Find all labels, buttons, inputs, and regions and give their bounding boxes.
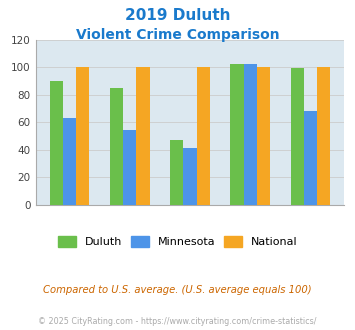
Bar [290,69,304,205]
Bar [183,148,197,205]
Bar [136,67,149,205]
Bar [76,67,89,205]
Text: © 2025 CityRating.com - https://www.cityrating.com/crime-statistics/: © 2025 CityRating.com - https://www.city… [38,317,317,326]
Bar [110,88,123,205]
Text: 2019 Duluth: 2019 Duluth [125,8,230,23]
Bar [123,130,136,205]
Bar [244,64,257,205]
Bar [230,64,244,205]
Bar [197,67,210,205]
Bar [304,111,317,205]
Bar [317,67,330,205]
Bar [170,140,183,205]
Text: Compared to U.S. average. (U.S. average equals 100): Compared to U.S. average. (U.S. average … [43,285,312,295]
Legend: Duluth, Minnesota, National: Duluth, Minnesota, National [53,232,302,252]
Bar [63,118,76,205]
Bar [50,81,63,205]
Text: Violent Crime Comparison: Violent Crime Comparison [76,28,279,42]
Bar [257,67,270,205]
